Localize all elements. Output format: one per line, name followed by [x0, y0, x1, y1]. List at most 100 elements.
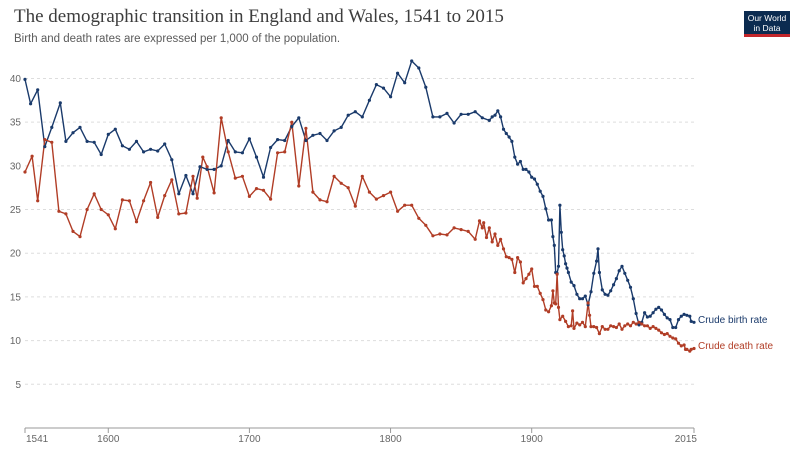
data-point: [544, 308, 548, 312]
data-point: [692, 346, 696, 351]
data-point: [679, 344, 683, 348]
data-point: [676, 341, 681, 345]
data-point: [318, 198, 322, 202]
data-point: [482, 221, 486, 225]
data-point: [219, 116, 223, 120]
data-point: [142, 150, 146, 154]
data-point: [240, 174, 244, 178]
data-point: [134, 220, 139, 224]
data-point: [325, 200, 329, 204]
y-tick-label: 10: [10, 336, 22, 347]
data-point: [410, 59, 414, 63]
data-point: [595, 259, 599, 263]
data-point: [538, 291, 542, 295]
data-point: [50, 125, 54, 129]
data-point: [651, 311, 655, 315]
data-point: [487, 118, 491, 122]
owid-logo[interactable]: Our World in Data: [744, 11, 790, 37]
series-label-0: Crude birth rate: [698, 315, 768, 326]
data-point: [659, 331, 664, 335]
data-point: [233, 176, 237, 180]
data-point: [623, 324, 627, 328]
data-point: [297, 116, 301, 120]
data-point: [597, 332, 602, 336]
data-point: [477, 219, 482, 223]
data-point: [36, 88, 40, 92]
data-point: [589, 325, 593, 329]
data-point: [156, 149, 160, 153]
data-point: [671, 336, 675, 340]
data-point: [212, 191, 216, 195]
data-point: [374, 83, 378, 87]
data-point: [612, 325, 616, 329]
data-point: [149, 147, 153, 151]
data-point: [552, 243, 556, 247]
data-point: [659, 308, 664, 312]
data-point: [261, 175, 266, 179]
data-point: [600, 288, 604, 292]
data-point: [78, 125, 82, 129]
data-point: [589, 290, 593, 294]
data-point: [558, 203, 562, 207]
data-point: [445, 111, 449, 115]
data-point: [290, 124, 294, 129]
data-point: [617, 322, 621, 326]
data-point: [240, 151, 244, 155]
data-point: [566, 270, 571, 275]
data-point: [353, 204, 357, 208]
data-point: [177, 192, 181, 196]
data-point: [424, 85, 428, 89]
data-point: [682, 312, 686, 316]
data-point: [544, 207, 548, 211]
data-point: [676, 318, 681, 322]
data-point: [283, 150, 287, 154]
data-point: [541, 298, 545, 302]
data-point: [561, 248, 565, 252]
data-point: [575, 321, 579, 325]
data-point: [283, 138, 287, 143]
data-point: [551, 235, 555, 239]
x-tick-label: 1600: [97, 434, 120, 445]
data-point: [30, 154, 34, 158]
data-point: [417, 216, 421, 220]
data-point: [518, 159, 523, 164]
data-point: [254, 155, 259, 159]
data-point: [524, 167, 528, 171]
data-point: [685, 313, 689, 317]
data-point: [163, 142, 167, 146]
data-point: [530, 267, 534, 271]
data-point: [311, 133, 315, 137]
data-point: [578, 323, 582, 327]
data-point: [620, 327, 624, 331]
y-tick-label: 15: [10, 292, 22, 303]
data-point: [177, 212, 181, 216]
data-point: [71, 131, 75, 135]
data-point: [606, 327, 610, 331]
data-point: [99, 152, 103, 157]
data-point: [626, 278, 630, 282]
data-point: [643, 311, 647, 315]
data-point: [198, 165, 202, 169]
data-point: [156, 215, 160, 219]
data-point: [592, 271, 596, 275]
data-point: [205, 167, 209, 171]
data-point: [558, 318, 562, 322]
data-point: [480, 226, 484, 230]
data-point: [504, 131, 508, 136]
data-point: [510, 257, 514, 261]
data-point: [381, 194, 386, 198]
data-point: [572, 326, 576, 330]
data-point: [396, 209, 400, 213]
y-tick-label: 40: [10, 74, 22, 85]
data-point: [532, 284, 537, 288]
data-point: [149, 180, 153, 185]
logo-line-2: in Data: [753, 22, 781, 33]
data-point: [566, 325, 571, 329]
data-point: [297, 184, 301, 188]
data-point: [535, 284, 539, 288]
data-point: [276, 138, 280, 142]
data-point: [374, 197, 378, 201]
data-point: [290, 120, 294, 124]
data-point: [410, 203, 414, 207]
series-markers: [23, 59, 696, 353]
